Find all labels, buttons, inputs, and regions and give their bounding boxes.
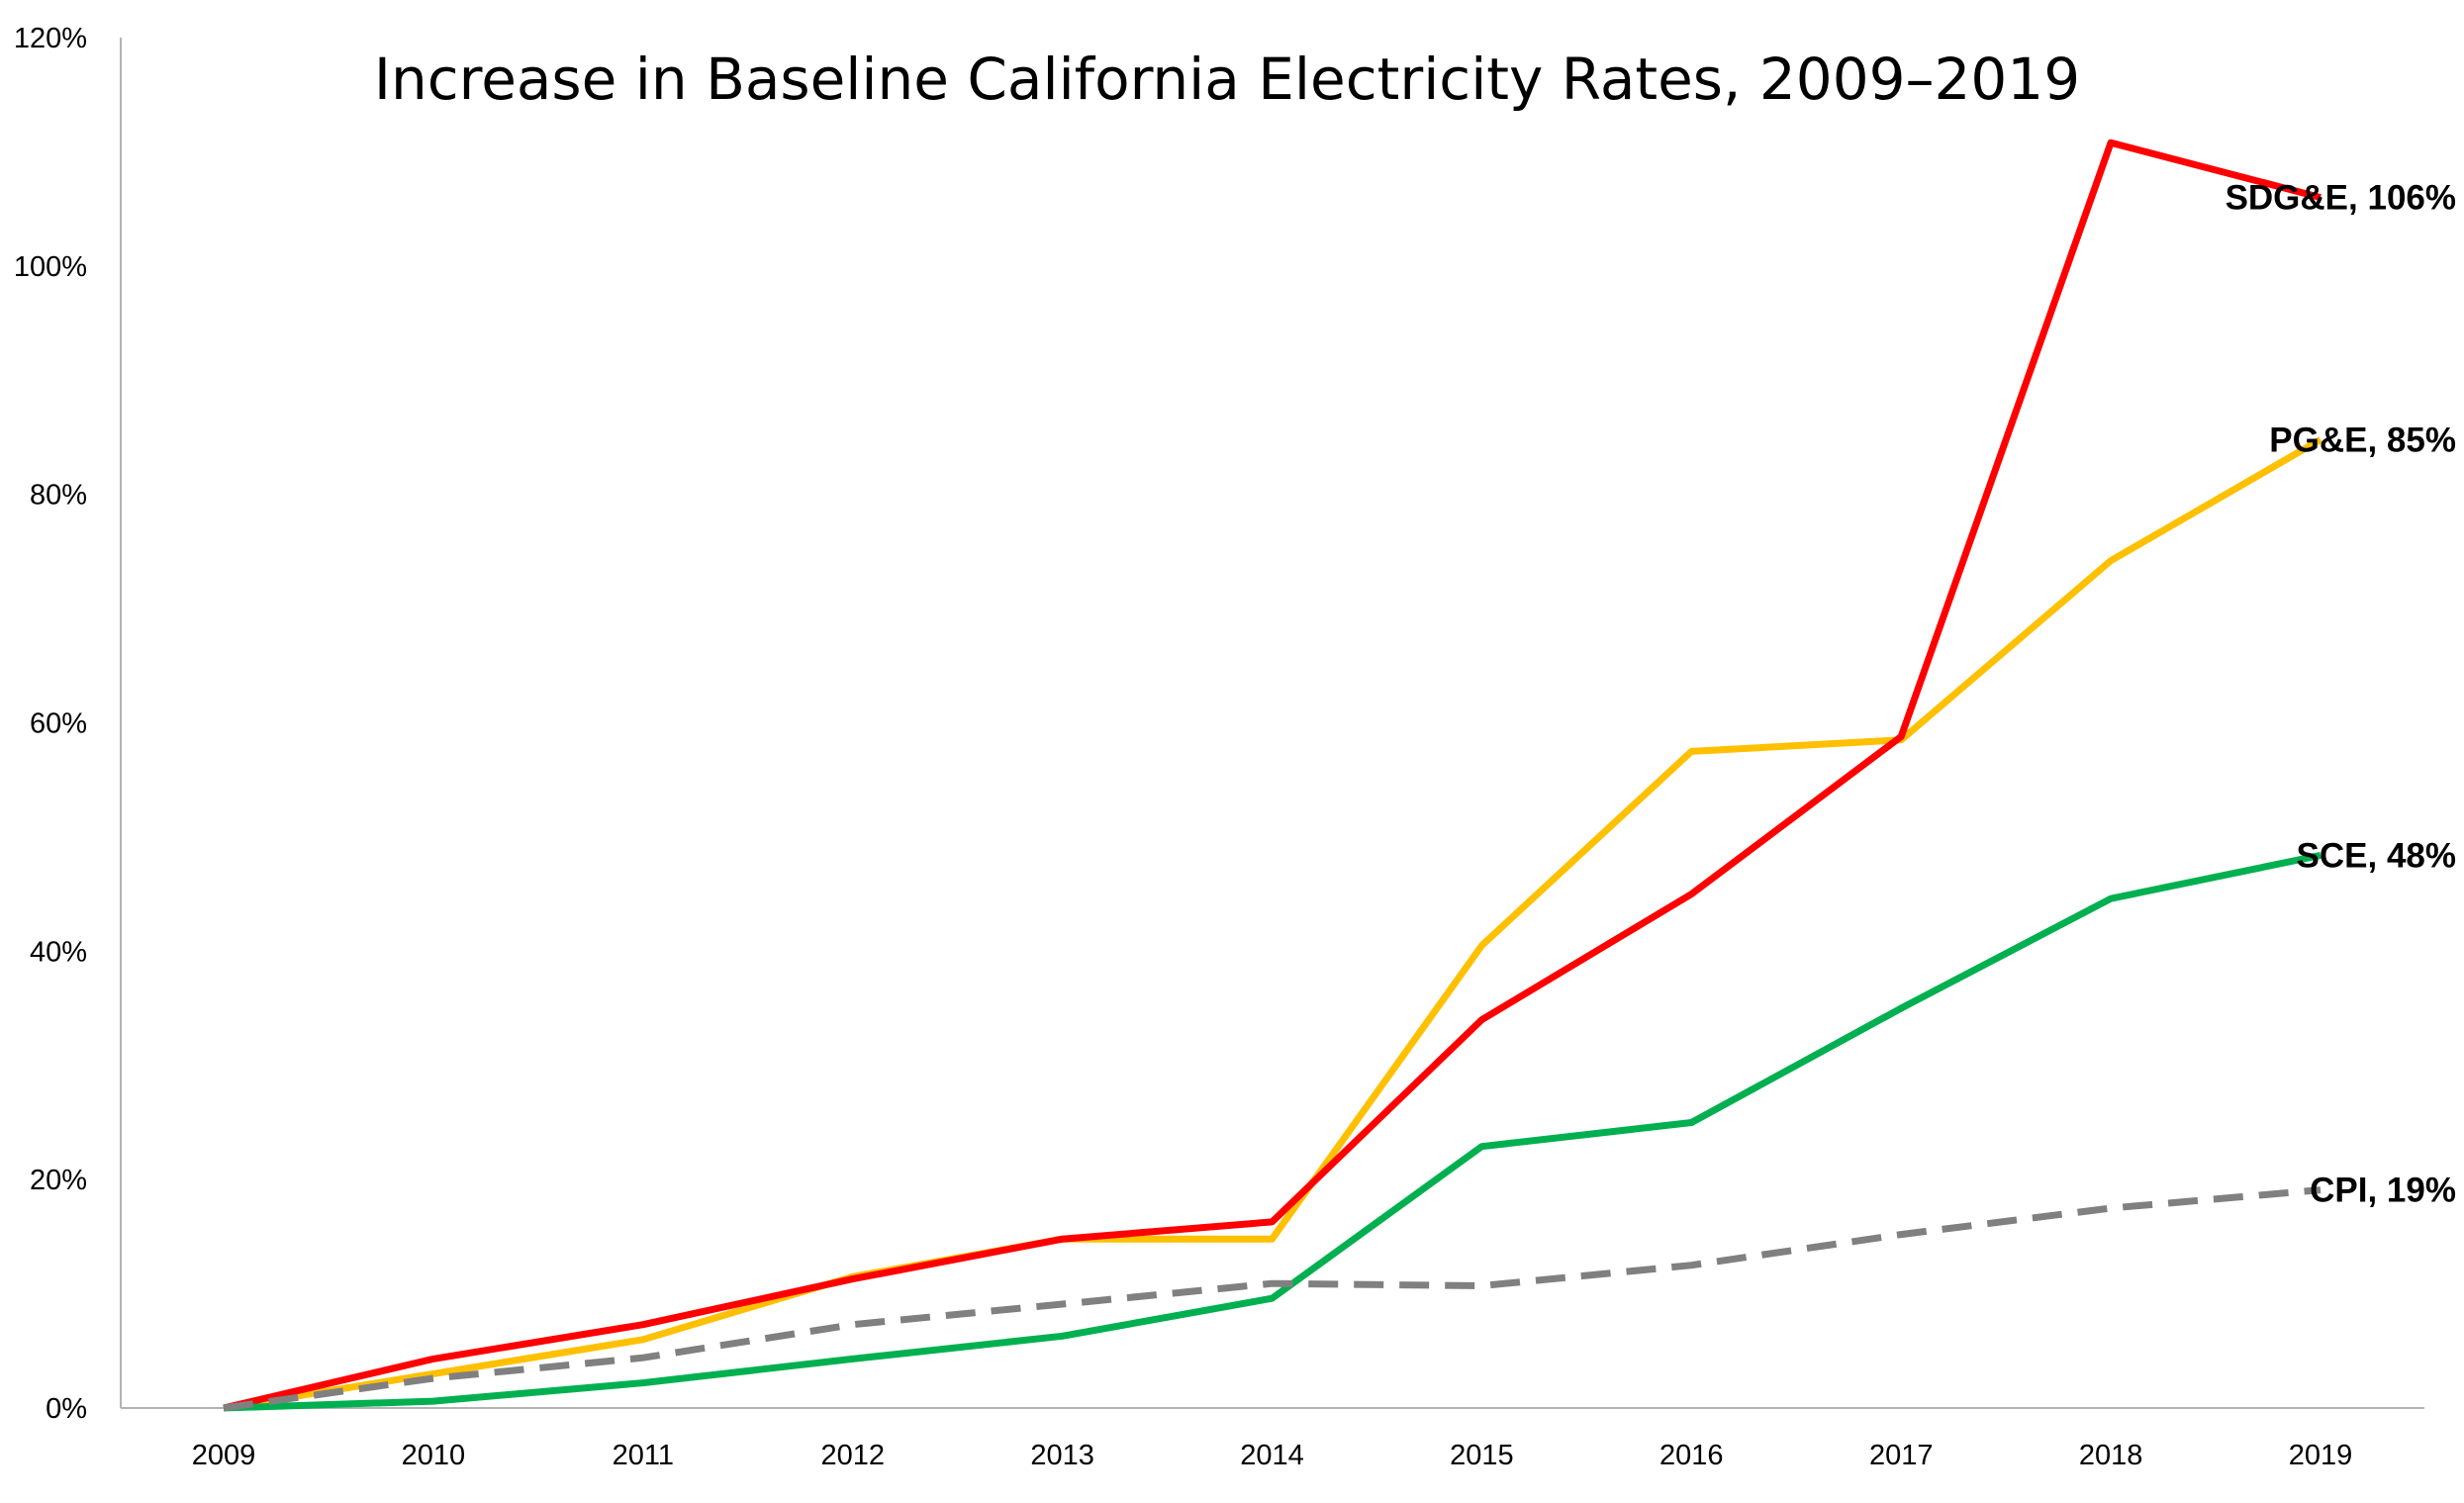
series-line-sce (223, 851, 2322, 1412)
y-tick-label: 0% (46, 1393, 87, 1425)
x-tick-label: 2014 (1240, 1440, 1304, 1471)
series-line-cpi (223, 1186, 2322, 1412)
series-end-labels: PG&E, 85% SDG&E, 106% SCE, 48% CPI, 19% (2226, 179, 2456, 1210)
x-tick-label: 2011 (613, 1440, 674, 1471)
series-end-label: PG&E, 85% (2269, 421, 2456, 459)
axes: 0% 20% 40% 60% 80% 100% 120% 2009 2010 2011 2012 20… (14, 23, 2424, 1471)
x-tick-label: 2018 (2079, 1440, 2143, 1471)
x-tick-label: 2019 (2289, 1440, 2353, 1471)
y-tick-label: 20% (30, 1165, 87, 1196)
x-tick-label: 2016 (1659, 1440, 1724, 1471)
y-tick-label: 40% (30, 936, 87, 968)
y-tick-label: 80% (30, 480, 87, 512)
y-tick-label: 60% (30, 708, 87, 740)
chart-title: Increase in Baseline California Electric… (374, 46, 2080, 113)
x-tick-label: 2010 (402, 1440, 466, 1471)
series-line-pg-e (223, 436, 2322, 1412)
x-tick-label: 2013 (1030, 1440, 1094, 1471)
series-line-sdg-e (223, 139, 2322, 1412)
series-end-label: SCE, 48% (2297, 836, 2456, 875)
y-tick-label: 100% (14, 251, 87, 283)
y-tick-label: 120% (14, 23, 87, 54)
x-tick-label: 2009 (192, 1440, 256, 1471)
x-tick-label: 2017 (1869, 1440, 1934, 1471)
series-end-label: SDG&E, 106% (2226, 179, 2456, 218)
series-lines (223, 139, 2322, 1412)
series-end-label: CPI, 19% (2310, 1172, 2456, 1210)
x-tick-label: 2015 (1450, 1440, 1514, 1471)
x-tick-label: 2012 (820, 1440, 885, 1471)
